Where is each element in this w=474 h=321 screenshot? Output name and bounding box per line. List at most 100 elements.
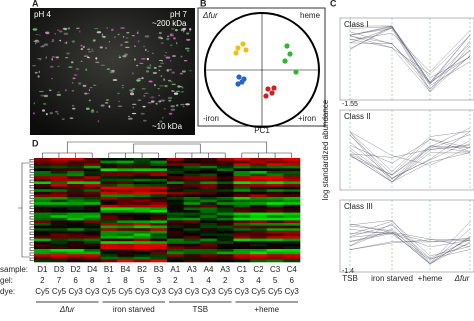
heat-cell xyxy=(233,220,251,224)
gel-spot xyxy=(163,54,167,57)
cell: D4 xyxy=(87,265,98,274)
heat-cell xyxy=(150,230,168,234)
gel-spot xyxy=(121,84,124,87)
heat-cell xyxy=(150,215,168,219)
heat-cell xyxy=(50,176,68,180)
gel-spot xyxy=(186,32,190,35)
heat-cell xyxy=(34,202,51,206)
gel-spot xyxy=(37,58,42,60)
heat-cell xyxy=(233,191,251,195)
x-axis-label: PC1 xyxy=(254,126,270,135)
heat-cell xyxy=(50,225,68,229)
heat-cell xyxy=(283,215,301,219)
heat-cell xyxy=(200,168,218,172)
gel-spot xyxy=(169,34,175,37)
gel-spot xyxy=(73,74,78,76)
heat-cell xyxy=(167,217,184,221)
heat-cell xyxy=(167,199,184,203)
heat-cell xyxy=(83,210,101,213)
gel-spot xyxy=(59,30,63,33)
gel-spot xyxy=(55,110,59,113)
gel-spot xyxy=(168,99,172,102)
heat-cell xyxy=(233,168,251,172)
heat-cell xyxy=(83,189,101,193)
gel-spot xyxy=(40,94,45,97)
heat-cell xyxy=(283,225,301,229)
heat-cell xyxy=(183,241,201,245)
heat-cell xyxy=(216,171,234,174)
heat-cell xyxy=(200,220,218,224)
pca-points xyxy=(233,41,299,99)
heat-cell xyxy=(216,181,234,185)
gel-spot xyxy=(186,38,191,41)
heat-cell xyxy=(100,251,118,255)
heat-cell xyxy=(100,202,118,206)
heat-cell xyxy=(117,202,135,206)
heat-cell xyxy=(34,210,51,213)
heat-cell xyxy=(117,184,135,187)
heat-cell xyxy=(283,230,301,234)
heat-cell xyxy=(133,173,151,177)
heat-cell xyxy=(200,249,218,252)
point xyxy=(243,47,249,53)
gel-spot xyxy=(143,119,147,122)
gel-spot xyxy=(41,109,46,112)
heat-cell xyxy=(183,238,201,242)
gel-spot xyxy=(158,59,163,62)
heat-cell xyxy=(117,254,135,258)
gel-spot xyxy=(147,50,149,52)
heat-cell xyxy=(133,197,151,200)
heat-cell xyxy=(150,202,168,206)
cell: 2 xyxy=(223,276,228,285)
gel-spot xyxy=(180,103,185,106)
heat-cell xyxy=(34,259,51,263)
heat-cell xyxy=(150,249,168,252)
gel-spot xyxy=(181,86,184,89)
heat-cell xyxy=(34,220,51,224)
gel-spot xyxy=(32,65,36,67)
cell: A3 xyxy=(220,265,230,274)
profile-line xyxy=(349,145,471,158)
branch xyxy=(29,190,34,194)
heat-cell xyxy=(100,163,118,167)
gel-spot xyxy=(144,92,149,95)
point xyxy=(235,81,241,87)
heat-cell xyxy=(117,246,135,250)
heat-cell xyxy=(283,204,301,208)
heat-cell xyxy=(216,249,234,252)
heat-cell xyxy=(150,163,168,167)
heat-cell xyxy=(250,254,268,258)
heat-cell xyxy=(200,158,218,161)
heat-cell xyxy=(133,225,151,229)
heat-cell xyxy=(167,186,184,190)
gel-spot xyxy=(126,32,130,34)
heat-cell xyxy=(200,204,218,208)
gel-spot xyxy=(180,85,183,88)
heat-cell xyxy=(283,199,301,203)
heat-cell xyxy=(34,228,51,232)
heat-cell xyxy=(266,197,284,200)
gel-spot xyxy=(90,110,95,113)
heat-cell xyxy=(233,171,251,174)
heat-cell xyxy=(183,197,201,200)
profile-line xyxy=(349,140,471,179)
heat-cell xyxy=(34,243,51,247)
heat-cell xyxy=(100,225,118,229)
group-label: -iron xyxy=(203,114,219,123)
branch xyxy=(29,159,34,163)
profile-line xyxy=(349,132,471,180)
cell: C3 xyxy=(270,265,281,274)
gel-spot xyxy=(38,70,40,74)
heat-cell xyxy=(150,223,168,226)
heat-cell xyxy=(183,233,201,237)
gel-spot xyxy=(99,46,103,49)
heat-cell xyxy=(167,246,184,250)
heat-cell xyxy=(34,158,51,161)
heat-cell xyxy=(34,163,51,167)
heat-cell xyxy=(216,173,234,177)
group-label: +iron xyxy=(298,114,316,123)
gel-spot xyxy=(142,105,146,108)
heat-cell xyxy=(150,241,168,245)
heat-cell xyxy=(83,204,101,208)
heat-cell xyxy=(133,168,151,172)
